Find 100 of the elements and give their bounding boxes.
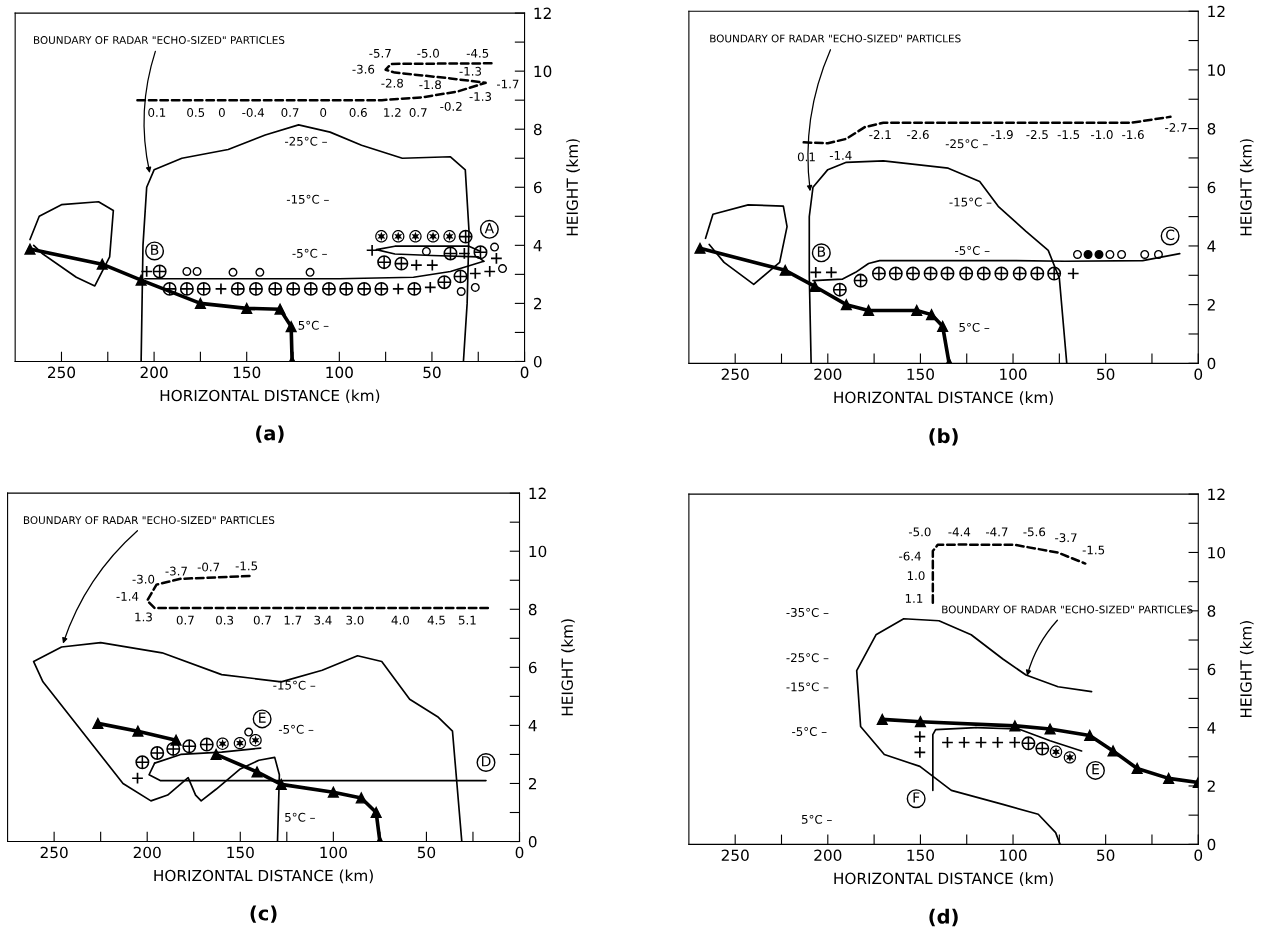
y-tick-label: 0	[533, 355, 542, 368]
y-tick-label: 8	[1207, 605, 1216, 617]
annotation: 5.1	[458, 615, 476, 625]
x-axis-title: HORIZONTAL DISTANCE (km)	[834, 872, 1053, 886]
x-tick-label: 0	[520, 366, 529, 379]
annotation: -15°C –	[286, 194, 329, 204]
annotation: -3.7	[1055, 533, 1077, 543]
annotation: -5°C –	[955, 246, 990, 255]
x-tick-label: 200	[814, 368, 842, 381]
x-tick-label: 100	[326, 366, 353, 379]
text: (b)	[929, 428, 958, 446]
x-tick-label: 150	[907, 368, 934, 381]
annotation: 1.7	[284, 615, 302, 625]
annotation: 4.5	[427, 615, 445, 625]
x-tick-label: 150	[907, 849, 934, 862]
text: (d)	[929, 908, 958, 927]
x-tick-label: 0	[1194, 368, 1203, 381]
annotation: 0	[320, 108, 327, 117]
text: (a)	[256, 425, 284, 443]
annotation: -0.4	[242, 108, 265, 117]
series-label: F	[913, 792, 920, 803]
y-tick-label: 6	[1207, 181, 1216, 194]
x-tick-label: 250	[48, 366, 76, 379]
y-tick-label: 6	[1207, 663, 1216, 676]
y-tick-label: 10	[529, 545, 547, 558]
series-label: A	[484, 223, 494, 234]
annotation: -2.7	[1165, 123, 1187, 132]
x-tick-label: 50	[1097, 368, 1115, 381]
y-tick-label: 4	[1207, 722, 1216, 734]
annotation: 0.5	[187, 108, 205, 117]
annotation: -5°C –	[792, 727, 827, 736]
annotation: -4.4	[948, 527, 971, 537]
annotation: -1.0	[1091, 130, 1113, 140]
y-tick-label: 8	[528, 603, 537, 616]
annotation: 1.1	[905, 594, 923, 603]
annotation: -1.4	[116, 592, 139, 601]
annotation: C	[1166, 229, 1175, 241]
x-tick-label: 100	[1000, 849, 1027, 862]
annotation: 0.3	[216, 615, 234, 625]
x-tick-label: 200	[140, 366, 168, 379]
annotation: -1.9	[991, 130, 1013, 140]
annotation: 1.3	[135, 612, 152, 622]
y-tick-label: 0	[1207, 838, 1216, 851]
series-label: E	[1092, 764, 1099, 775]
x-tick-label: 100	[320, 846, 347, 859]
annotation: -0.7	[197, 562, 220, 572]
x-axis-title: HORIZONTAL DISTANCE (km)	[834, 391, 1053, 405]
annotation: -4.7	[985, 527, 1008, 537]
x-axis-title: HORIZONTAL DISTANCE (km)	[154, 869, 373, 884]
x-tick-label: 250	[40, 846, 68, 859]
annotation: 5°C –	[801, 814, 832, 824]
annotation: 5°C –	[298, 320, 329, 330]
annotation: -25°C –	[786, 653, 829, 663]
y-tick-label: 8	[533, 123, 542, 136]
annotation: 5°C –	[285, 812, 315, 822]
annotation: -2.1	[869, 130, 891, 139]
x-tick-label: 50	[423, 366, 441, 379]
y-tick-label: 6	[533, 181, 542, 194]
annotation: -1.3	[459, 66, 482, 76]
y-tick-label: 12	[529, 487, 546, 499]
annotation: -3.0	[132, 574, 155, 584]
y-tick-label: 2	[528, 777, 537, 790]
annotation: 0.7	[253, 615, 271, 625]
y-tick-label: 12	[1208, 5, 1225, 18]
annotation: 0.7	[176, 615, 194, 625]
y-tick-label: 6	[528, 661, 537, 674]
annotation: -5°C –	[292, 248, 327, 258]
annotation: -1.5	[235, 561, 258, 571]
y-axis-title: HEIGHT (km)	[1239, 621, 1254, 718]
annotation: 0	[218, 108, 225, 117]
x-tick-label: 200	[814, 849, 842, 862]
x-tick-label: 100	[1000, 368, 1027, 381]
annotation: -2.6	[907, 130, 929, 140]
annotation: -5.7	[369, 48, 391, 58]
annotation: 0.7	[409, 108, 427, 117]
series-label: D	[482, 756, 491, 767]
annotation: -5.0	[417, 48, 439, 58]
annotation: -1.5	[1057, 130, 1080, 140]
annotation: BOUNDARY OF RADAR "ECHO-SIZED" PARTICLES	[34, 36, 285, 44]
annotation: -0.2	[440, 101, 462, 111]
annotation: -1.4	[829, 151, 852, 160]
x-tick-label: 250	[721, 849, 749, 862]
y-axis-title: HEIGHT (km)	[566, 139, 580, 236]
x-tick-label: 150	[227, 846, 254, 859]
annotation: -1.3	[469, 92, 492, 101]
annotation: -35°C –	[786, 607, 829, 617]
y-tick-label: 12	[1208, 488, 1225, 500]
annotation: -5°C –	[278, 724, 314, 734]
y-tick-label: 4	[1207, 240, 1216, 252]
annotation: -15°C –	[786, 682, 829, 692]
annotation: 0.7	[281, 108, 299, 117]
series-label: B	[151, 244, 159, 255]
y-tick-label: 10	[1208, 546, 1226, 559]
y-axis-title: HEIGHT (km)	[561, 619, 575, 716]
annotation: -1.5	[1082, 545, 1105, 555]
annotation: -5.6	[1023, 527, 1046, 537]
y-tick-label: 10	[1208, 64, 1226, 76]
annotation: BOUNDARY OF RADAR "ECHO-SIZED" PARTICLES	[23, 516, 275, 525]
annotation: -4.5	[466, 48, 489, 58]
x-tick-label: 50	[417, 846, 436, 859]
